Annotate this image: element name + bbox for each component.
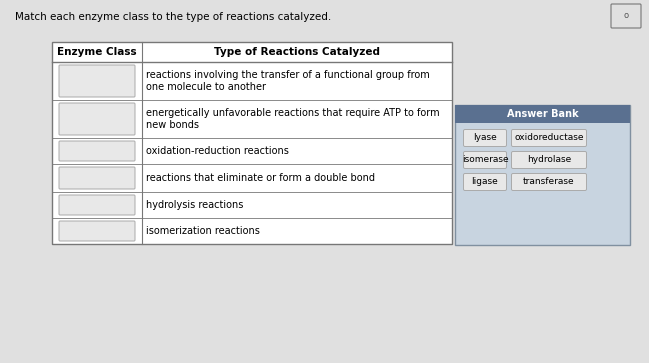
FancyBboxPatch shape (59, 167, 135, 189)
FancyBboxPatch shape (59, 141, 135, 161)
Text: Enzyme Class: Enzyme Class (57, 47, 137, 57)
Text: isomerization reactions: isomerization reactions (146, 226, 260, 236)
FancyBboxPatch shape (511, 151, 587, 168)
Bar (52, 138, 452, 164)
Text: lyase: lyase (473, 134, 497, 143)
Bar (455, 105, 630, 245)
Text: energetically unfavorable reactions that require ATP to form
new bonds: energetically unfavorable reactions that… (146, 108, 439, 130)
Bar (52, 62, 452, 100)
Bar (52, 42, 452, 244)
Text: ligase: ligase (472, 178, 498, 187)
Bar (52, 164, 452, 192)
Bar (52, 42, 452, 62)
Text: isomerase: isomerase (461, 155, 508, 164)
Bar (52, 42, 452, 244)
FancyBboxPatch shape (59, 103, 135, 135)
Text: hydrolase: hydrolase (527, 155, 571, 164)
FancyBboxPatch shape (59, 195, 135, 215)
Text: oxidation-reduction reactions: oxidation-reduction reactions (146, 146, 289, 156)
Text: Answer Bank: Answer Bank (507, 109, 578, 119)
Bar (455, 105, 630, 123)
FancyBboxPatch shape (511, 130, 587, 147)
FancyBboxPatch shape (463, 174, 506, 191)
Text: hydrolysis reactions: hydrolysis reactions (146, 200, 243, 210)
Bar (52, 218, 452, 244)
FancyBboxPatch shape (59, 221, 135, 241)
Text: transferase: transferase (523, 178, 575, 187)
FancyBboxPatch shape (463, 151, 506, 168)
Text: o: o (624, 12, 629, 20)
Bar (52, 192, 452, 218)
FancyBboxPatch shape (59, 65, 135, 97)
FancyBboxPatch shape (463, 130, 506, 147)
Text: Type of Reactions Catalyzed: Type of Reactions Catalyzed (214, 47, 380, 57)
Text: oxidoreductase: oxidoreductase (514, 134, 583, 143)
Bar (52, 100, 452, 138)
Text: reactions that eliminate or form a double bond: reactions that eliminate or form a doubl… (146, 173, 375, 183)
Text: Match each enzyme class to the type of reactions catalyzed.: Match each enzyme class to the type of r… (15, 12, 331, 22)
FancyBboxPatch shape (511, 174, 587, 191)
FancyBboxPatch shape (611, 4, 641, 28)
Text: reactions involving the transfer of a functional group from
one molecule to anot: reactions involving the transfer of a fu… (146, 70, 430, 92)
